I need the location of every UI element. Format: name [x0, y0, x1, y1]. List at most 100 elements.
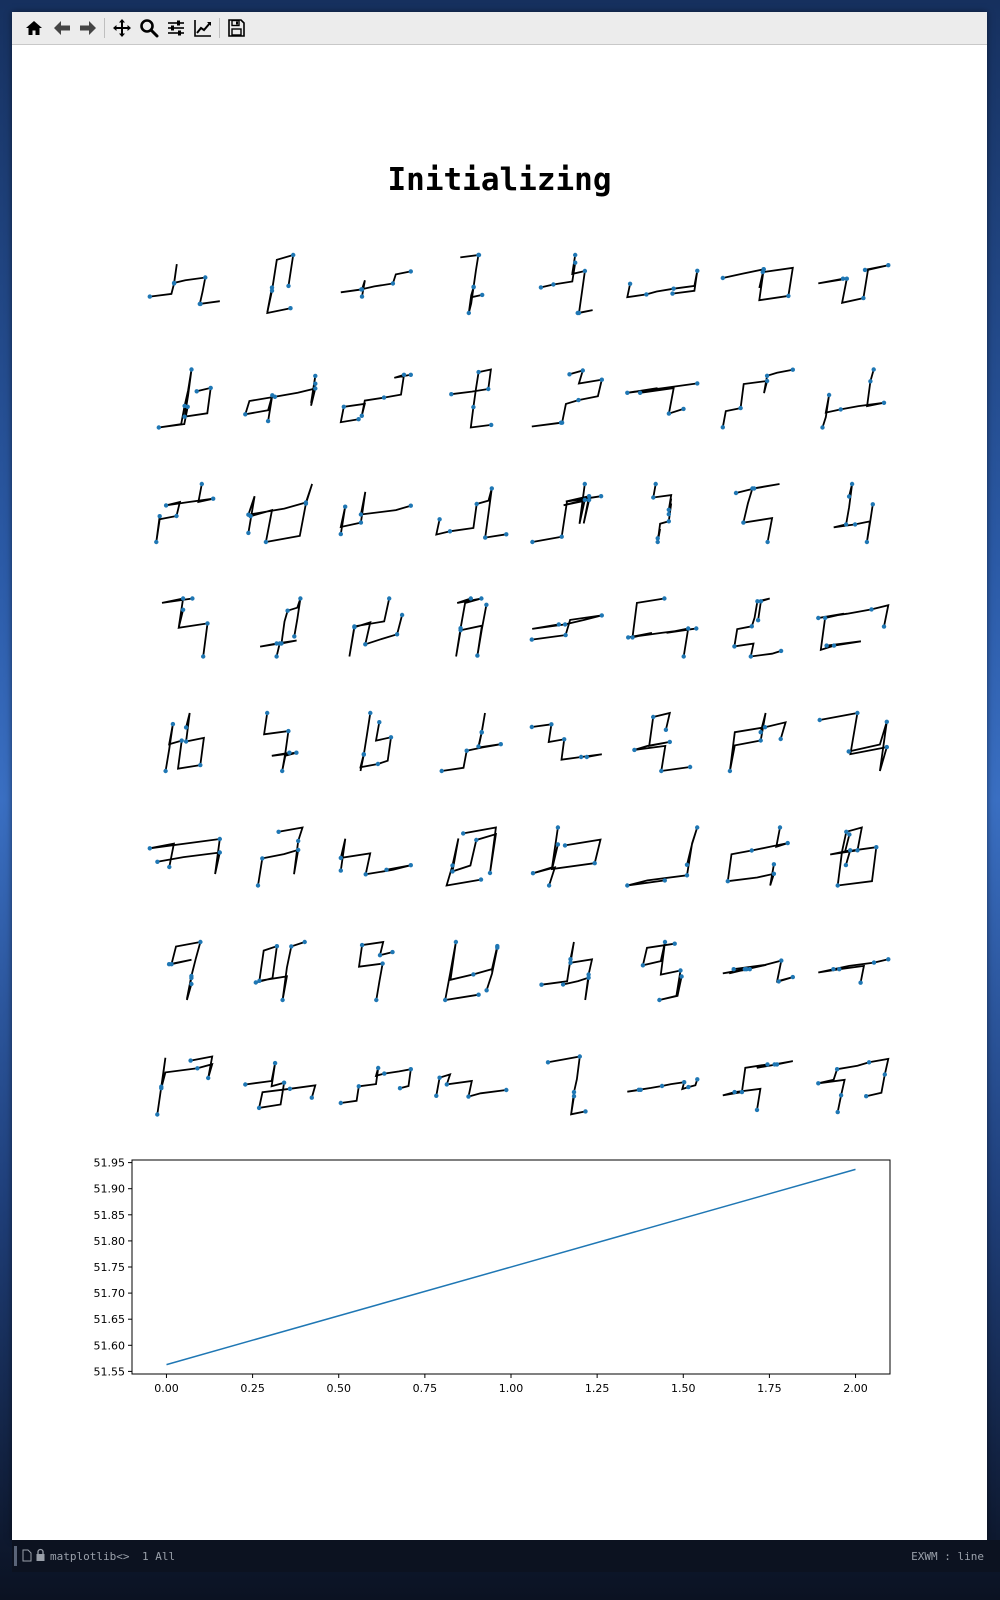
- walk-point: [790, 974, 795, 980]
- walk-point: [866, 1060, 872, 1065]
- walk-point: [627, 281, 633, 286]
- walk-point: [484, 988, 489, 993]
- walk-point: [678, 968, 683, 973]
- walk-point: [625, 390, 630, 395]
- walk-path: [339, 373, 411, 424]
- walk-point: [551, 282, 556, 287]
- walk-point: [188, 1058, 193, 1063]
- walk-subplot: [539, 941, 594, 1001]
- walk-subplot: [817, 710, 889, 772]
- matplotlib-window: Initializing 0.00 0.25 0.50 0.75 1.00 1.25 1.5…: [12, 12, 987, 1540]
- file-icon: [22, 1549, 32, 1562]
- walk-point: [764, 373, 770, 378]
- walk-point: [662, 939, 668, 945]
- walk-point: [749, 848, 754, 853]
- walk-point: [571, 1094, 577, 1099]
- walk-point: [390, 949, 395, 955]
- toolbar-separator: [104, 18, 105, 38]
- walk-point: [849, 481, 855, 487]
- y-tick-label: 51.60: [94, 1339, 126, 1352]
- walk-point: [408, 269, 413, 274]
- walk-point: [453, 939, 459, 945]
- walk-point: [738, 405, 743, 411]
- walk-point: [739, 1089, 745, 1095]
- walk-path: [818, 958, 889, 983]
- walk-subplot: [816, 603, 890, 652]
- walk-point: [816, 615, 821, 621]
- walk-point: [313, 386, 318, 391]
- walk-point: [155, 859, 160, 864]
- walk-point: [687, 764, 693, 770]
- walk-point: [682, 1080, 687, 1085]
- walk-point: [476, 744, 481, 749]
- walk-point: [287, 1086, 293, 1092]
- walk-point: [443, 997, 448, 1003]
- walk-point: [599, 377, 604, 382]
- walk-point: [338, 1100, 343, 1106]
- edit-axis-button[interactable]: [191, 16, 215, 40]
- walk-point: [480, 292, 485, 298]
- walk-point: [672, 941, 677, 946]
- walk-point: [741, 520, 746, 525]
- walk-point: [662, 878, 667, 883]
- pan-button[interactable]: [110, 16, 134, 40]
- walk-point: [274, 654, 279, 659]
- walk-point: [755, 618, 761, 623]
- walk-point: [843, 522, 849, 527]
- walk-point: [447, 529, 453, 534]
- walk-subplot: [720, 367, 795, 430]
- navigation-toolbar: [12, 12, 987, 45]
- walk-point: [449, 392, 454, 397]
- walk-point: [835, 883, 840, 888]
- walk-path: [627, 382, 698, 415]
- walk-point: [466, 1094, 471, 1099]
- walk-point: [377, 720, 382, 725]
- walk-subplot: [339, 372, 413, 424]
- walk-subplot: [246, 483, 313, 545]
- walk-point: [843, 862, 849, 868]
- walk-point: [313, 381, 318, 386]
- walk-point: [444, 1082, 449, 1087]
- walk-path: [244, 375, 317, 422]
- forward-button[interactable]: [76, 16, 100, 40]
- walk-point: [464, 748, 469, 753]
- walk-subplot: [338, 838, 413, 877]
- save-icon: [228, 19, 245, 37]
- walk-point: [686, 1084, 691, 1090]
- random-walk-grid: [147, 252, 891, 1117]
- walk-point: [567, 372, 572, 377]
- home-button[interactable]: [22, 16, 46, 40]
- walk-point: [586, 972, 591, 977]
- walk-point: [263, 539, 269, 545]
- walk-point: [217, 836, 222, 842]
- walk-point: [408, 372, 413, 377]
- walk-path: [455, 597, 488, 657]
- y-tick-label: 51.65: [94, 1313, 126, 1326]
- walk-point: [375, 761, 381, 767]
- x-tick-label: 0.50: [326, 1382, 351, 1395]
- walk-point: [861, 295, 866, 301]
- walk-path: [164, 712, 205, 772]
- walk-point: [725, 879, 730, 884]
- walk-point: [356, 1084, 361, 1089]
- walk-point: [246, 530, 251, 536]
- walk-point: [666, 507, 671, 512]
- walk-subplot: [439, 712, 503, 774]
- walk-point: [790, 367, 795, 372]
- walk-point: [731, 967, 736, 972]
- walk-point: [309, 1095, 314, 1100]
- walk-subplot: [725, 825, 790, 886]
- walk-point: [286, 283, 291, 289]
- y-tick-label: 51.90: [94, 1183, 126, 1196]
- walk-point: [471, 972, 476, 977]
- walk-subplot: [147, 836, 222, 875]
- walk-subplot: [818, 263, 891, 304]
- configure-subplots-button[interactable]: [164, 16, 188, 40]
- walk-point: [182, 403, 187, 409]
- walk-point: [884, 719, 889, 724]
- save-button[interactable]: [224, 16, 248, 40]
- zoom-button[interactable]: [137, 16, 161, 40]
- walk-point: [274, 641, 279, 646]
- walk-point: [686, 626, 691, 631]
- back-button[interactable]: [50, 16, 74, 40]
